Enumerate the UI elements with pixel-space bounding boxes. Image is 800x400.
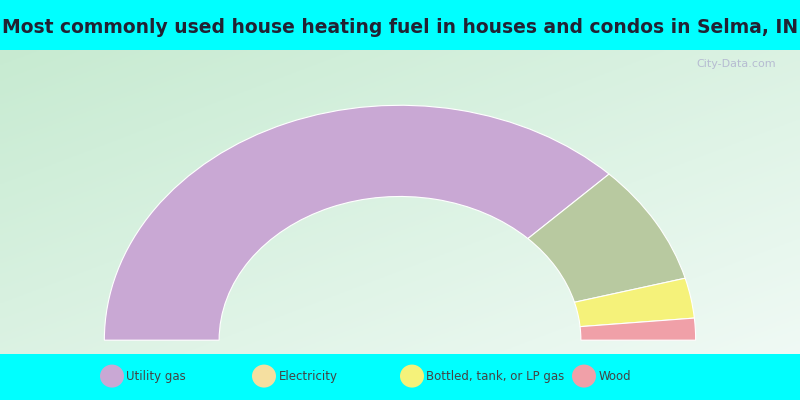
Wedge shape (574, 278, 694, 327)
Ellipse shape (100, 364, 124, 388)
Wedge shape (580, 318, 696, 340)
Text: Wood: Wood (598, 370, 631, 382)
Text: Bottled, tank, or LP gas: Bottled, tank, or LP gas (426, 370, 565, 382)
Text: Utility gas: Utility gas (126, 370, 186, 382)
Text: Most commonly used house heating fuel in houses and condos in Selma, IN: Most commonly used house heating fuel in… (2, 18, 798, 37)
Text: City-Data.com: City-Data.com (696, 59, 776, 69)
Ellipse shape (572, 364, 596, 388)
Text: Electricity: Electricity (278, 370, 338, 382)
Wedge shape (104, 105, 609, 340)
Ellipse shape (252, 364, 276, 388)
Wedge shape (528, 174, 685, 302)
Ellipse shape (400, 364, 424, 388)
